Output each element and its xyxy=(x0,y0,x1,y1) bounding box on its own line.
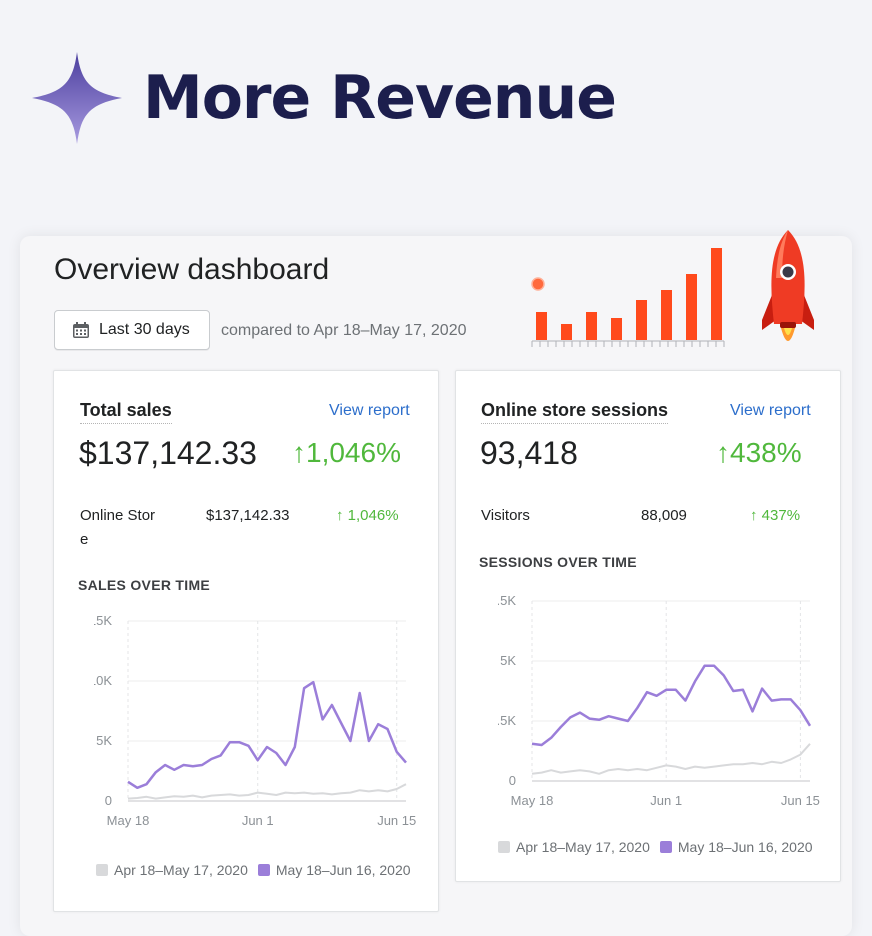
y-tick-label: 2.5K xyxy=(498,713,516,728)
breakdown-label: Online Stor xyxy=(80,507,156,524)
sales-over-time-chart: 0 5K 10K 15K May 18 Jun 1 Jun 15 xyxy=(94,613,416,828)
decor-bar xyxy=(711,248,722,340)
y-tick-label: 15K xyxy=(94,613,112,628)
view-report-link[interactable]: View report xyxy=(730,402,811,419)
online-store-sessions-card: Online store sessions View report 93,418… xyxy=(455,370,841,882)
decor-dot xyxy=(531,277,545,291)
x-tick-label: Jun 15 xyxy=(781,793,820,808)
legend-swatch-current xyxy=(659,841,672,853)
series-line-current xyxy=(127,680,407,790)
breakdown-label: Visitors xyxy=(481,507,530,524)
hero: More Revenue xyxy=(0,0,872,200)
chart-legend: Apr 18–May 17, 2020 May 18–Jun 16, 2020 xyxy=(96,861,411,879)
y-tick-label: 10K xyxy=(94,673,112,688)
section-title: SESSIONS OVER TIME xyxy=(479,554,637,570)
legend-previous: Apr 18–May 17, 2020 xyxy=(516,839,650,855)
legend-swatch-previous xyxy=(96,864,108,876)
rocket-icon xyxy=(762,230,814,341)
y-tick-label: 5K xyxy=(500,653,516,668)
legend-previous: Apr 18–May 17, 2020 xyxy=(114,862,248,878)
section-title: SALES OVER TIME xyxy=(78,577,211,593)
x-tick-label: May 18 xyxy=(511,793,554,808)
calendar-icon xyxy=(73,322,89,338)
y-tick-label: 0 xyxy=(105,793,112,808)
chart-legend: Apr 18–May 17, 2020 May 18–Jun 16, 2020 xyxy=(498,838,813,856)
x-tick-label: Jun 1 xyxy=(242,813,274,828)
y-tick-label: 5K xyxy=(96,733,112,748)
view-report-link[interactable]: View report xyxy=(329,402,410,419)
series-line-previous xyxy=(531,743,811,775)
legend-current: May 18–Jun 16, 2020 xyxy=(677,839,813,855)
dashboard-title: Overview dashboard xyxy=(54,253,330,286)
breakdown-label-wrap: e xyxy=(80,531,89,548)
decor-bar xyxy=(536,312,547,340)
x-tick-label: May 18 xyxy=(107,813,150,828)
date-range-button[interactable]: Last 30 days xyxy=(54,310,210,350)
sparkle-icon xyxy=(32,52,122,144)
card-title: Online store sessions xyxy=(481,399,669,424)
sessions-over-time-chart: 0 2.5K 5K 7.5K May 18 Jun 1 Jun 15 xyxy=(498,593,820,808)
decor-bar xyxy=(636,300,647,340)
sessions-change: ↑438% xyxy=(716,437,802,468)
hero-title: More Revenue xyxy=(143,63,617,133)
breakdown-change: ↑ 1,046% xyxy=(336,507,399,524)
breakdown-value: 88,009 xyxy=(641,507,687,524)
total-sales-card: Total sales View report $137,142.33 ↑1,0… xyxy=(53,370,439,912)
decor-bar xyxy=(686,274,697,340)
x-tick-label: Jun 1 xyxy=(650,793,682,808)
card-title: Total sales xyxy=(80,399,172,424)
series-line-previous xyxy=(127,783,407,800)
decor-bar xyxy=(561,324,572,340)
legend-swatch-current xyxy=(257,864,270,876)
total-sales-change: ↑1,046% xyxy=(292,437,401,468)
decorative-bar-graphic xyxy=(531,248,725,347)
total-sales-value: $137,142.33 xyxy=(79,435,257,471)
breakdown-change: ↑ 437% xyxy=(750,507,801,524)
date-range-label: Last 30 days xyxy=(99,321,190,338)
y-tick-label: 7.5K xyxy=(498,593,516,608)
series-line-current xyxy=(531,664,812,747)
decor-bar xyxy=(661,290,672,340)
breakdown-value: $137,142.33 xyxy=(206,507,290,524)
compared-text: compared to Apr 18–May 17, 2020 xyxy=(221,322,467,339)
legend-current: May 18–Jun 16, 2020 xyxy=(275,862,411,878)
legend-swatch-previous xyxy=(498,841,510,853)
y-tick-label: 0 xyxy=(509,773,516,788)
x-tick-label: Jun 15 xyxy=(377,813,416,828)
decor-bar xyxy=(586,312,597,340)
sessions-value: 93,418 xyxy=(480,435,578,471)
decor-bar xyxy=(611,318,622,340)
